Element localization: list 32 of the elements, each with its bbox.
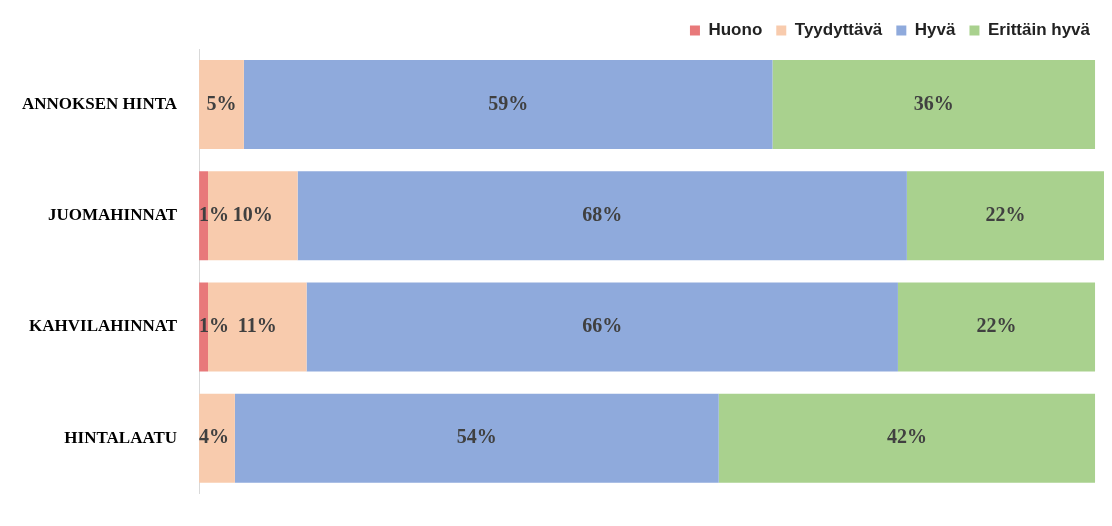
data-label: 11% bbox=[237, 314, 277, 337]
bar bbox=[199, 60, 244, 150]
legend-label: Tyydyttävä bbox=[794, 20, 883, 40]
bar bbox=[772, 60, 1096, 150]
bar bbox=[199, 393, 235, 483]
bar bbox=[906, 171, 1104, 261]
bar bbox=[297, 171, 907, 261]
data-label: 10% bbox=[232, 202, 273, 225]
bar bbox=[306, 282, 898, 372]
data-label: 1% bbox=[199, 202, 230, 225]
data-label: 22% bbox=[985, 202, 1026, 225]
data-label: 1% bbox=[199, 314, 230, 337]
y-tick-label: JUOMAHINNAT bbox=[47, 205, 178, 225]
legend-label: Hyvä bbox=[914, 20, 957, 40]
data-label: 4% bbox=[199, 425, 230, 448]
bar bbox=[718, 393, 1096, 483]
data-label: 59% bbox=[488, 91, 529, 114]
data-label: 66% bbox=[582, 314, 623, 337]
y-tick-label: ANNOKSEN HINTA bbox=[21, 93, 178, 113]
bar bbox=[234, 393, 719, 483]
data-label: 5% bbox=[206, 91, 237, 114]
data-label: 68% bbox=[582, 202, 623, 225]
bar bbox=[243, 60, 773, 150]
legend-label: Huono bbox=[708, 20, 763, 40]
data-label: 54% bbox=[456, 425, 497, 448]
bar bbox=[897, 282, 1096, 372]
y-tick-label: HINTALAATU bbox=[64, 427, 178, 447]
y-tick-label: KAHVILAHINNAT bbox=[29, 316, 178, 336]
data-label: 42% bbox=[886, 425, 927, 448]
data-label: 22% bbox=[976, 314, 1017, 337]
legend-label: Erittäin hyvä bbox=[987, 20, 1091, 40]
data-label: 36% bbox=[913, 91, 954, 114]
